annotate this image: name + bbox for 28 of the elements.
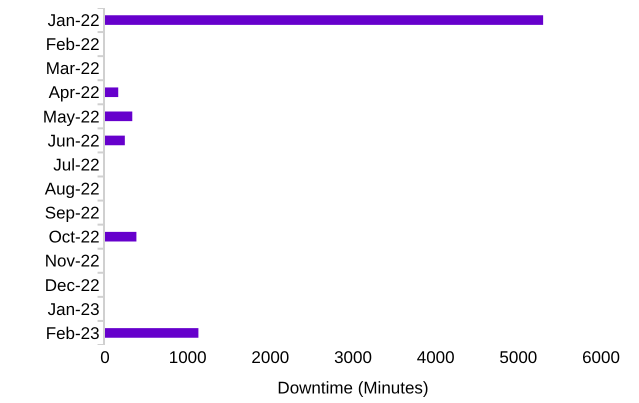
bar xyxy=(105,87,118,98)
y-tick-label: Sep-22 xyxy=(44,204,100,223)
x-axis-title: Downtime (Minutes) xyxy=(277,378,429,398)
y-tick-label: Nov-22 xyxy=(44,252,100,271)
y-tick-label: Jun-22 xyxy=(48,131,100,150)
bar xyxy=(105,136,125,146)
x-tick-label: 4000 xyxy=(416,348,455,367)
x-tick-label: 2000 xyxy=(251,348,290,367)
bar xyxy=(105,112,132,122)
x-tick-label: 6000 xyxy=(582,348,620,367)
bar xyxy=(105,15,544,25)
y-tick-label: Jul-22 xyxy=(53,155,100,174)
bar xyxy=(105,328,198,338)
x-tick-label: 5000 xyxy=(499,348,538,367)
y-tick-label: Dec-22 xyxy=(44,276,100,295)
y-tick-label: Apr-22 xyxy=(48,83,100,102)
y-tick-label: Jan-22 xyxy=(48,10,100,30)
y-tick-label: Feb-22 xyxy=(46,35,100,54)
x-tick-label: 1000 xyxy=(168,348,207,367)
bar xyxy=(105,232,136,242)
x-tick-label: 0 xyxy=(100,348,110,367)
y-tick-label: Feb-23 xyxy=(46,324,100,343)
y-tick-label: May-22 xyxy=(42,107,100,126)
y-tick-label: Jan-23 xyxy=(48,300,100,319)
x-tick-label: 3000 xyxy=(334,348,372,367)
y-tick-label: Oct-22 xyxy=(48,228,100,247)
y-tick-label: Mar-22 xyxy=(46,59,100,78)
y-tick-label: Aug-22 xyxy=(44,179,100,198)
